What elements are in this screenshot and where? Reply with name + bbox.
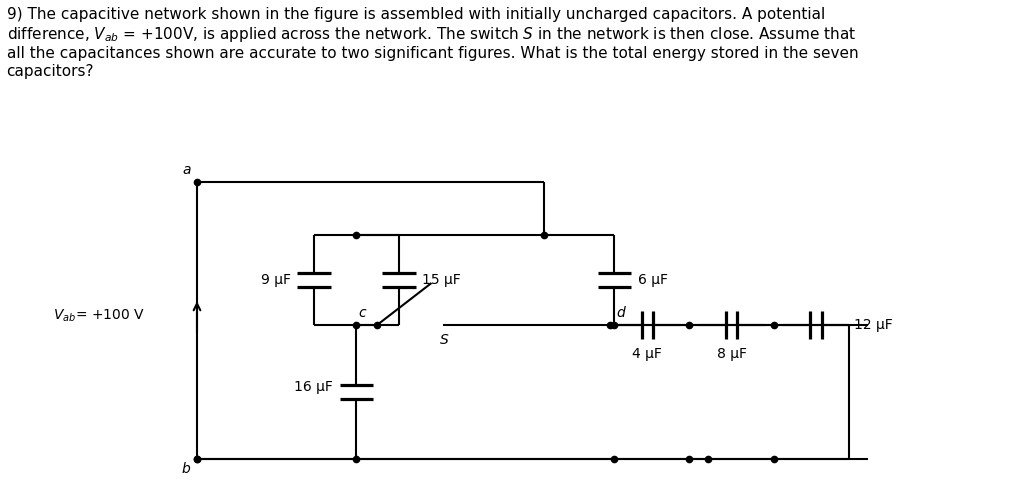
Text: 16 μF: 16 μF xyxy=(294,380,333,394)
Text: $S$: $S$ xyxy=(439,333,450,347)
Text: $V_{ab}$= +100 V: $V_{ab}$= +100 V xyxy=(53,307,145,324)
Text: $a$: $a$ xyxy=(182,163,191,177)
Text: 12 μF: 12 μF xyxy=(854,318,892,332)
Text: 8 μF: 8 μF xyxy=(717,347,746,361)
Text: 6 μF: 6 μF xyxy=(638,273,668,287)
Text: 15 μF: 15 μF xyxy=(422,273,461,287)
Text: 9 μF: 9 μF xyxy=(261,273,291,287)
Text: $d$: $d$ xyxy=(616,305,627,320)
Text: $c$: $c$ xyxy=(358,306,368,320)
Text: $b$: $b$ xyxy=(181,461,191,476)
Text: 9) The capacitive network shown in the figure is assembled with initially unchar: 9) The capacitive network shown in the f… xyxy=(6,7,858,78)
Text: 4 μF: 4 μF xyxy=(632,347,663,361)
